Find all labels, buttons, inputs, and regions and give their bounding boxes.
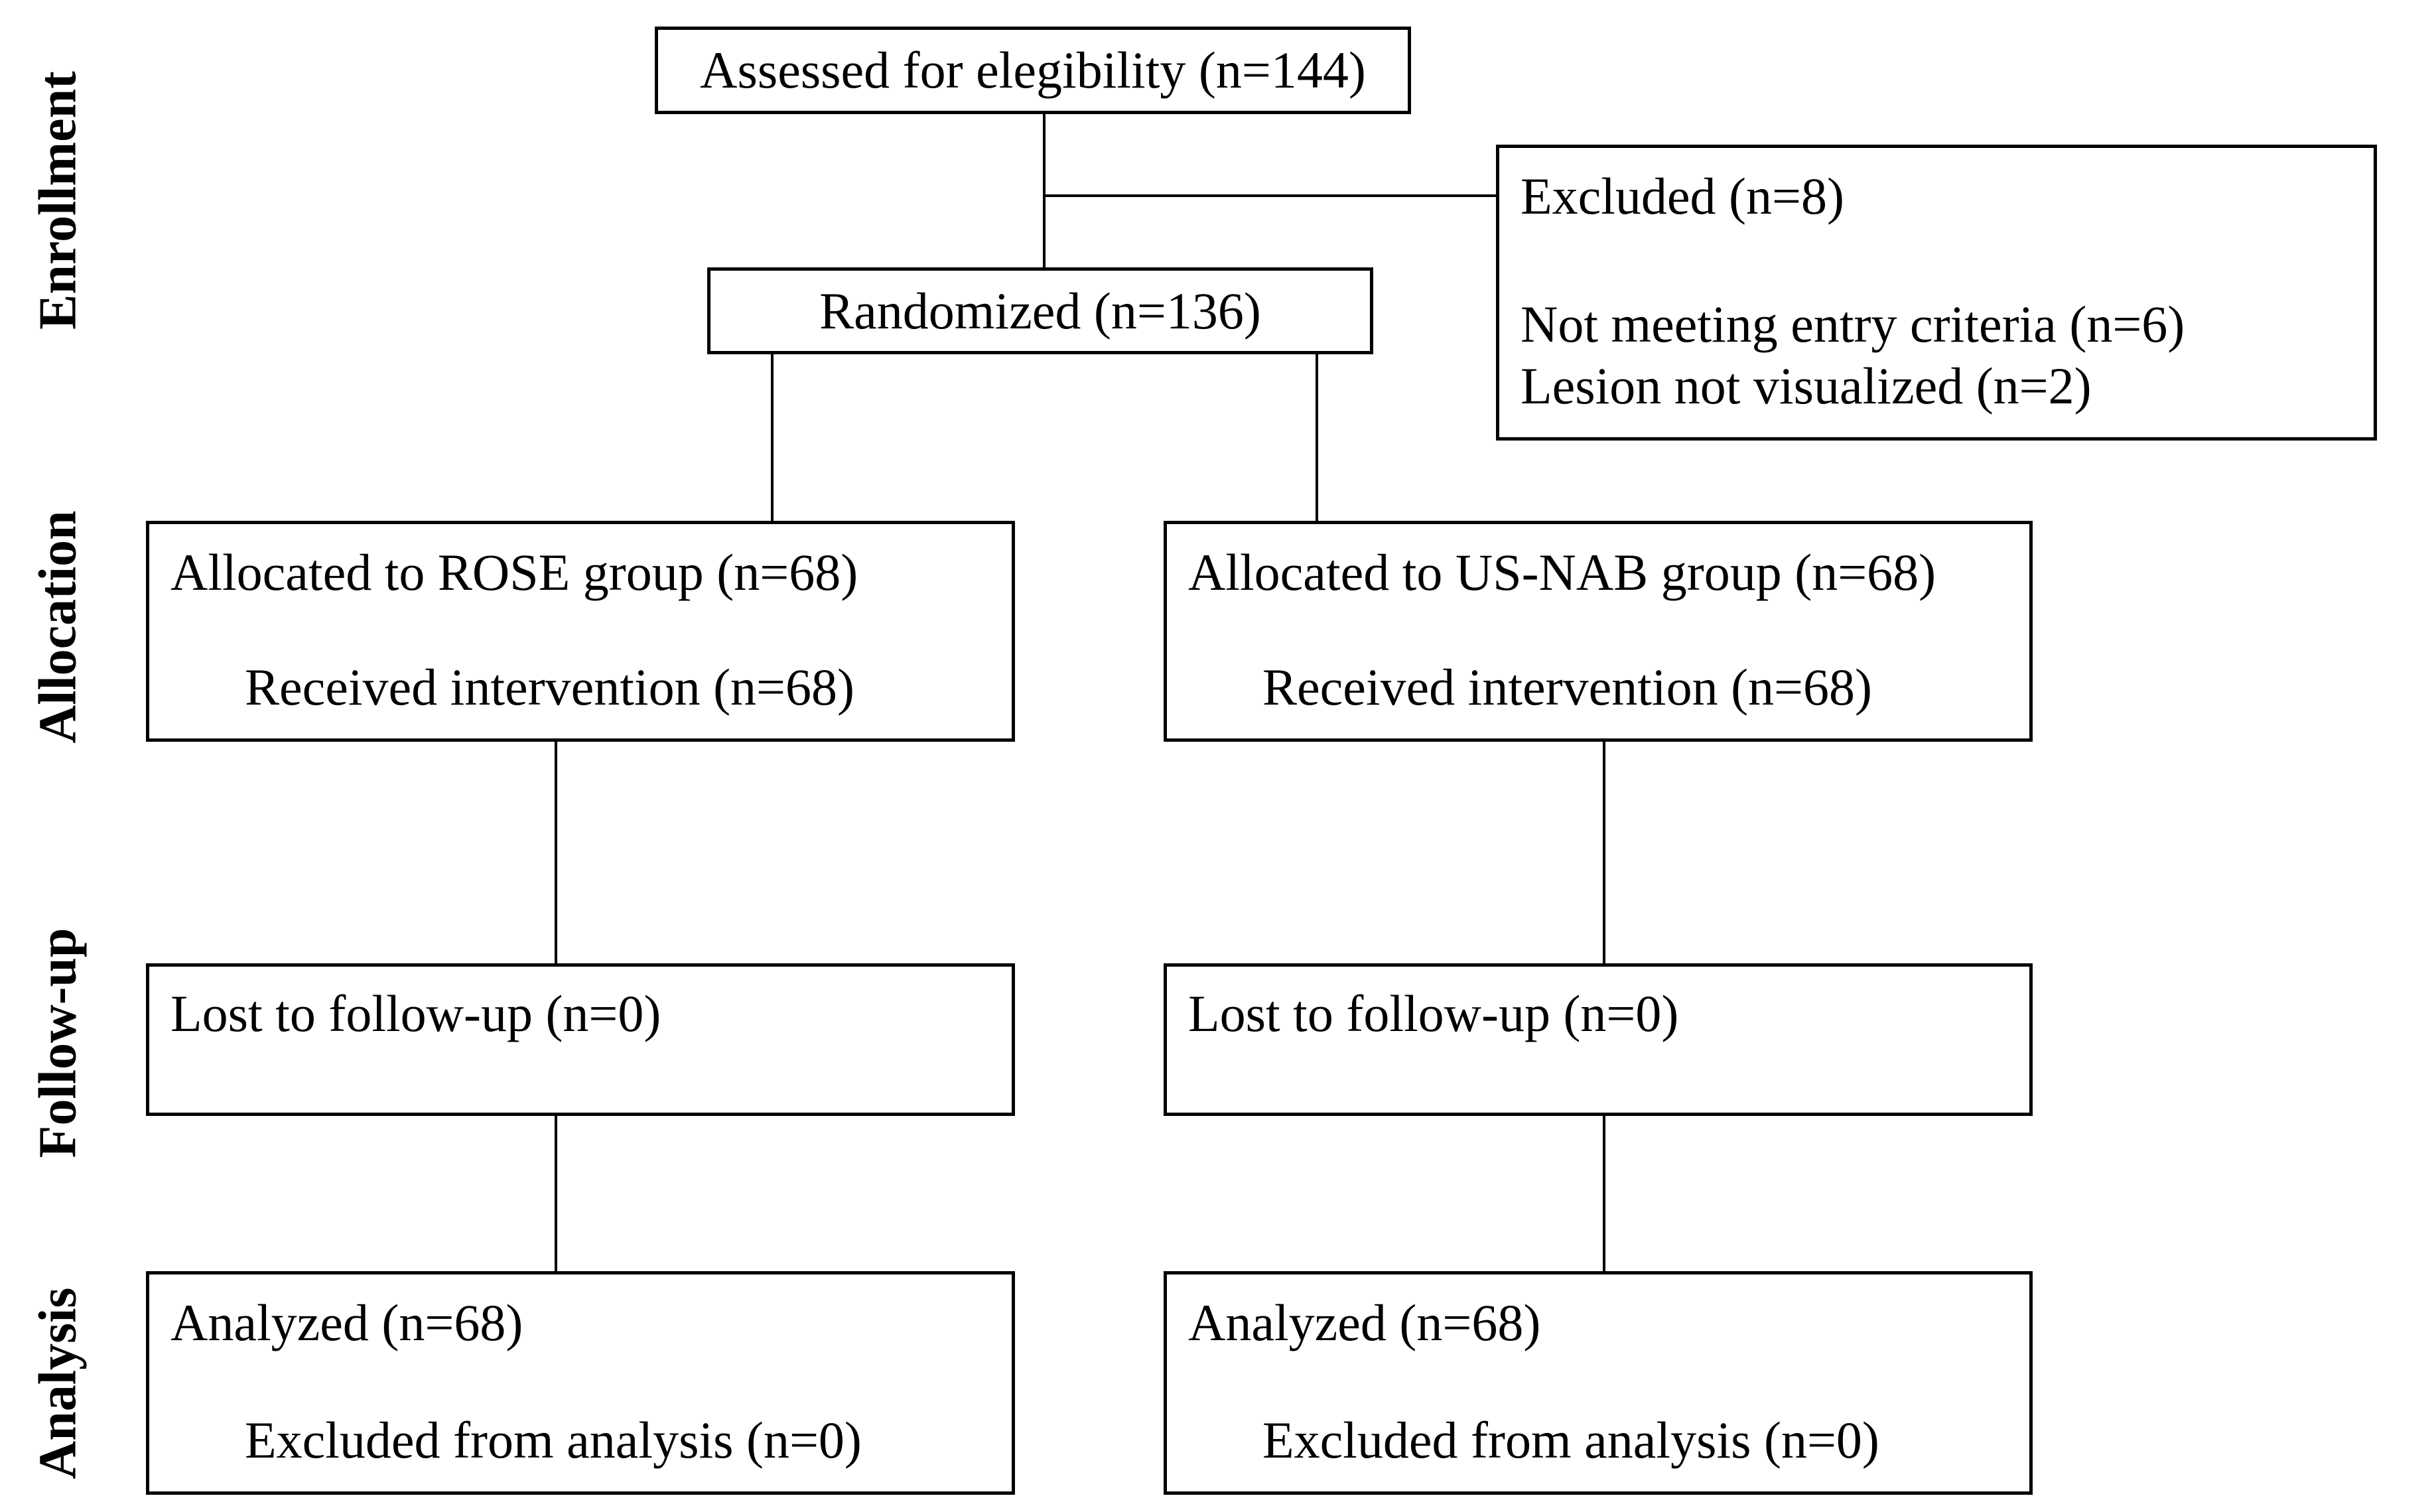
stage-label-enrollment: Enrollment xyxy=(29,71,88,330)
allocated-usnab-line: Allocated to US-NAB group (n=68) xyxy=(1188,543,1936,601)
stage-label-analysis: Analysis xyxy=(29,1287,88,1479)
randomized-box: Randomized (n=136) xyxy=(707,267,1373,354)
excluded-reason-entry-criteria: Not meeting entry criteria (n=6) xyxy=(1521,295,2185,353)
lost-to-followup-rose-text: Lost to follow-up (n=0) xyxy=(170,985,661,1042)
excluded-from-analysis-rose-line: Excluded from analysis (n=0) xyxy=(245,1411,862,1470)
connector-assessed-to-randomized-line xyxy=(1043,114,1046,267)
excluded-reasons: Not meeting entry criteria (n=6) Lesion … xyxy=(1521,293,2354,417)
connector-rose-followup-to-analysis-line xyxy=(555,1116,557,1271)
connector-randomized-to-rose-line xyxy=(771,354,774,521)
lost-to-followup-usnab-text: Lost to follow-up (n=0) xyxy=(1188,985,1679,1042)
lost-to-followup-rose-box: Lost to follow-up (n=0) xyxy=(146,963,1015,1116)
excluded-reason-lesion-not-visualized: Lesion not visualized (n=2) xyxy=(1521,357,2092,415)
assessed-for-eligibility-text: Assessed for elegibility (n=144) xyxy=(700,41,1366,100)
connector-usnab-followup-to-analysis-line xyxy=(1603,1116,1605,1271)
analyzed-rose-box: Analyzed (n=68) Excluded from analysis (… xyxy=(146,1271,1015,1495)
received-intervention-rose-line: Received intervention (n=68) xyxy=(245,658,855,717)
randomized-text: Randomized (n=136) xyxy=(819,281,1261,340)
excluded-title: Excluded (n=8) xyxy=(1521,167,1844,225)
excluded-from-analysis-usnab-line: Excluded from analysis (n=0) xyxy=(1262,1411,1879,1470)
connector-to-excluded-line xyxy=(1043,194,1496,197)
stage-label-allocation: Allocation xyxy=(29,510,88,744)
stage-label-follow-up: Follow-up xyxy=(29,928,88,1158)
connector-rose-to-followup-line xyxy=(555,742,557,963)
received-intervention-usnab-line: Received intervention (n=68) xyxy=(1262,658,1873,717)
analyzed-rose-line: Analyzed (n=68) xyxy=(170,1294,523,1351)
allocated-usnab-group-box: Allocated to US-NAB group (n=68) Receive… xyxy=(1164,521,2033,742)
connector-usnab-to-followup-line xyxy=(1603,742,1605,963)
lost-to-followup-usnab-box: Lost to follow-up (n=0) xyxy=(1164,963,2033,1116)
analyzed-usnab-box: Analyzed (n=68) Excluded from analysis (… xyxy=(1164,1271,2033,1495)
excluded-box: Excluded (n=8) Not meeting entry criteri… xyxy=(1496,145,2377,441)
analyzed-usnab-line: Analyzed (n=68) xyxy=(1188,1294,1541,1351)
allocated-rose-group-box: Allocated to ROSE group (n=68) Received … xyxy=(146,521,1015,742)
allocated-rose-line: Allocated to ROSE group (n=68) xyxy=(170,543,858,601)
assessed-for-eligibility-box: Assessed for elegibility (n=144) xyxy=(655,27,1411,114)
connector-randomized-to-usnab-line xyxy=(1316,354,1318,521)
